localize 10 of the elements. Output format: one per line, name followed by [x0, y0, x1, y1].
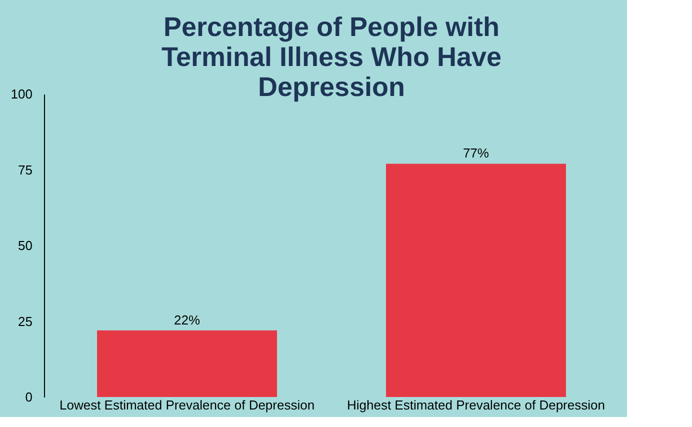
- y-tick-label: 50: [18, 238, 32, 253]
- y-tick-label: 0: [25, 390, 32, 404]
- y-tick-label: 100: [10, 86, 32, 102]
- y-tick-label: 25: [18, 314, 32, 329]
- data-label: 22%: [174, 312, 200, 328]
- chart-title: Percentage of People with Terminal Illness Who Have Depression: [161, 12, 502, 102]
- y-tick-label: 75: [18, 162, 32, 178]
- x-tick-label: Highest Estimated Prevalence of Depression: [346, 398, 605, 412]
- data-label: 77%: [462, 146, 490, 161]
- x-tick-label: Lowest Estimated Prevalence of Depression: [59, 398, 315, 412]
